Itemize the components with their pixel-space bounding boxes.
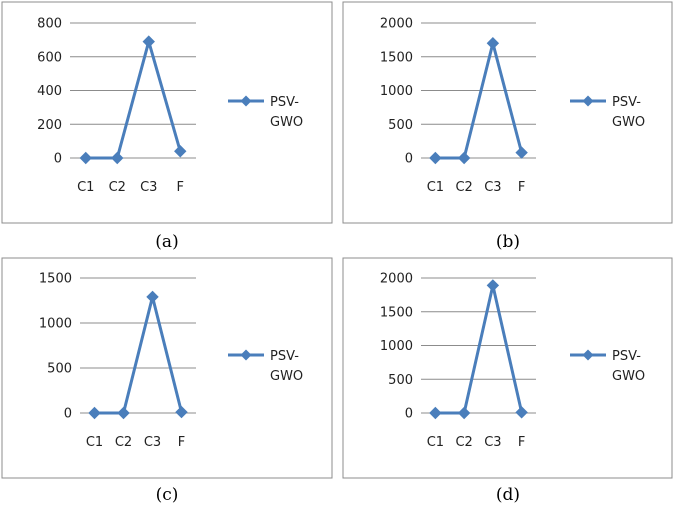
chart-panel-4: 0 500 1000 1500 2000 C1 C2 C3 F PSV- GWO [342,257,673,479]
x-tick-label: F [518,180,525,195]
x-tick-label: C1 [77,180,94,195]
y-tick-label: 500 [47,362,72,377]
y-tick-label: 400 [37,84,62,99]
x-tick-label: C3 [140,180,157,195]
data-point [79,151,92,165]
y-tick-label: 500 [388,373,413,388]
y-tick-label: 0 [54,152,62,167]
legend-label-line: PSV- [270,349,299,364]
x-tick-label: C3 [144,435,161,450]
chart-panel-3: 0 500 1000 1500 C1 C2 C3 F PSV- GWO [1,257,333,479]
data-point [486,37,500,50]
series-line [94,295,183,415]
data-point [429,151,442,165]
y-tick-label: 1000 [39,317,72,332]
series-line [435,41,524,160]
chart-frame [342,257,673,479]
chart-frame [342,1,673,224]
x-tick-label: C2 [115,435,132,450]
data-point [174,145,187,158]
panel-caption: (b) [496,232,520,252]
data-point [88,406,101,420]
y-tick-label: 2000 [380,17,413,32]
legend-marker [582,95,594,107]
legend-label: PSV- GWO [612,95,645,130]
legend-label-line: GWO [612,115,645,130]
y-tick-label: 0 [64,407,72,422]
data-point [457,151,471,165]
x-tick-label: C3 [484,180,501,195]
x-tick-label: F [178,435,185,450]
y-tick-label: 0 [405,152,413,167]
x-tick-label: F [518,435,525,450]
data-point [457,406,471,420]
legend-marker [240,95,252,107]
legend-label-line: GWO [270,115,303,130]
legend-label-line: PSV- [612,95,641,110]
data-point [142,35,155,48]
legend-label-line: PSV- [612,349,641,364]
y-tick-label: 200 [37,118,62,133]
data-point [146,290,159,304]
data-point [515,146,528,159]
y-tick-label: 2000 [380,272,413,287]
x-tick-label: C3 [484,435,501,450]
x-tick-label: C1 [427,435,444,450]
legend-label-line: GWO [270,369,303,384]
panel-caption: (d) [496,485,520,505]
y-tick-label: 0 [405,407,413,422]
panel-caption: (c) [156,485,179,505]
legend-label-line: GWO [612,369,645,384]
y-tick-label: 1000 [380,84,413,99]
chart-panel-1: 0 200 400 600 800 C1 C2 C3 F PSV- GWO [1,1,333,224]
legend-label: PSV- GWO [612,349,645,384]
y-tick-label: 1500 [39,272,72,287]
y-tick-label: 800 [37,17,62,32]
data-point [515,406,528,419]
x-tick-label: C2 [455,435,472,450]
data-point [429,406,442,420]
x-tick-label: C1 [86,435,103,450]
series-line [435,283,524,415]
x-tick-label: C2 [109,180,126,195]
data-point [111,151,124,165]
y-tick-label: 1500 [380,50,413,65]
legend-label: PSV- GWO [270,95,303,130]
legend-label-line: PSV- [270,95,299,110]
x-tick-label: C2 [455,180,472,195]
legend-label: PSV- GWO [270,349,303,384]
chart-panel-2: 0 500 1000 1500 2000 C1 C2 C3 F PSV- GWO [342,1,673,224]
panel-caption: (a) [155,232,178,252]
chart-frame [1,1,333,224]
legend-marker [240,349,252,361]
y-tick-label: 1500 [380,305,413,320]
data-point [175,405,188,419]
legend-marker [582,349,594,361]
data-point [117,406,130,420]
y-tick-label: 500 [388,118,413,133]
x-tick-label: F [177,180,184,195]
y-tick-label: 600 [37,50,62,65]
data-point [486,279,500,292]
series-line [85,40,182,160]
x-tick-label: C1 [427,180,444,195]
y-tick-label: 1000 [380,339,413,354]
